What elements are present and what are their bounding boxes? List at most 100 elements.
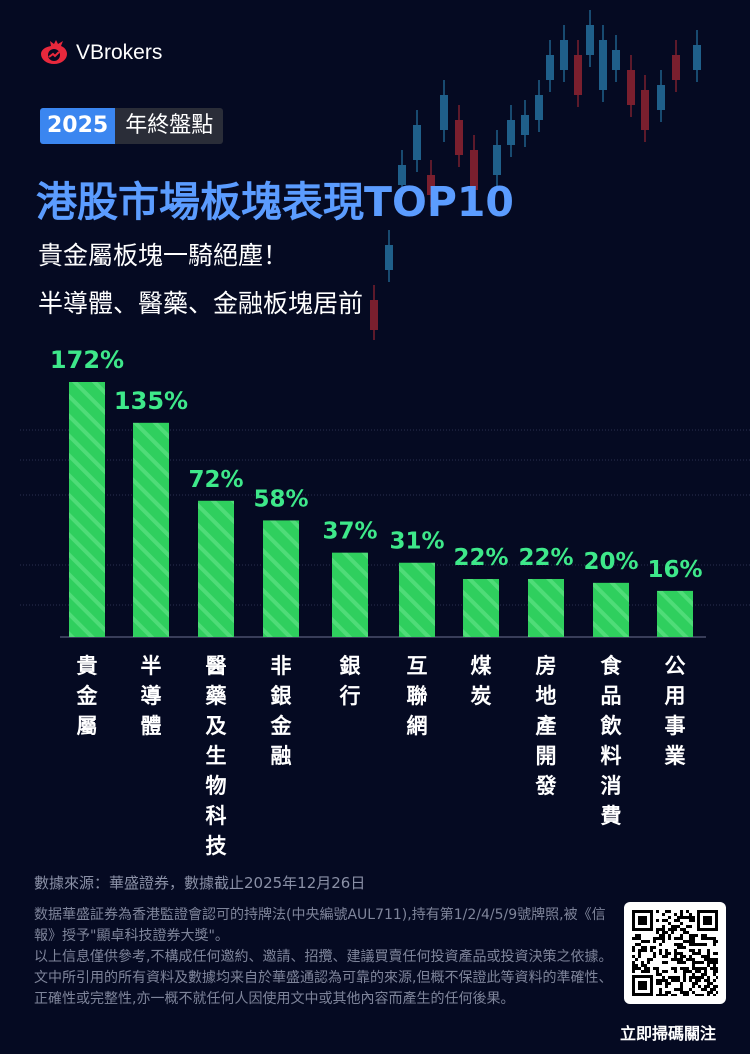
category-label: 行 bbox=[339, 684, 361, 708]
category-label: 屬 bbox=[77, 714, 98, 738]
badge-text: 年終盤點 bbox=[115, 108, 224, 144]
bar bbox=[528, 578, 564, 637]
candle-body bbox=[427, 175, 435, 195]
disclaimer-para-1: 数据華盛証券為香港監證會認可的持牌法(中央編號AUL711),持有第1/2/4/… bbox=[34, 907, 606, 944]
bar bbox=[657, 590, 693, 637]
candle-body bbox=[398, 165, 406, 185]
category-label: 業 bbox=[665, 744, 687, 768]
qr-code-image bbox=[632, 910, 719, 997]
brand-name: VBrokers bbox=[76, 41, 163, 64]
data-source: 數據來源：華盛證券，數據截止2025年12月26日 bbox=[34, 874, 366, 892]
candle-body bbox=[535, 95, 543, 120]
bar bbox=[593, 582, 629, 637]
candle-body bbox=[627, 70, 635, 105]
category-label: 品 bbox=[601, 684, 622, 708]
category-label: 生 bbox=[206, 744, 227, 768]
category-label: 技 bbox=[206, 834, 228, 858]
bar bbox=[399, 562, 435, 637]
candlestick-background bbox=[370, 10, 701, 340]
candle-body bbox=[370, 300, 378, 330]
category-label: 銀 bbox=[271, 684, 292, 708]
bar-value-label: 22% bbox=[518, 545, 573, 571]
year-badge: 2025 年終盤點 bbox=[40, 108, 224, 144]
category-label: 銀 bbox=[340, 654, 361, 678]
candle-body bbox=[470, 150, 478, 190]
bar-value-label: 20% bbox=[583, 549, 638, 575]
bar-value-label: 37% bbox=[322, 519, 377, 545]
category-label: 料 bbox=[601, 744, 622, 768]
category-label: 互 bbox=[407, 654, 428, 678]
category-label: 及 bbox=[206, 714, 228, 738]
bar-chart: 172%貴金屬135%半導體72%醫藥及生物科技58%非銀金融37%銀行31%互… bbox=[20, 346, 750, 858]
candle-body bbox=[693, 45, 701, 70]
category-label: 事 bbox=[665, 714, 686, 738]
category-label: 物 bbox=[206, 774, 227, 798]
disclaimer: 数据華盛証券為香港監證會認可的持牌法(中央編號AUL711),持有第1/2/4/… bbox=[34, 905, 614, 1010]
bar bbox=[198, 500, 234, 637]
category-label: 科 bbox=[206, 804, 227, 828]
bar bbox=[69, 382, 105, 637]
candle-body bbox=[455, 120, 463, 155]
category-label: 金 bbox=[76, 684, 99, 708]
candle-body bbox=[612, 50, 620, 70]
qr-caption: 立即掃碼關注 bbox=[620, 1024, 717, 1043]
category-label: 貴 bbox=[77, 654, 98, 678]
category-label: 食 bbox=[601, 654, 623, 678]
bar bbox=[263, 520, 299, 637]
category-label: 金 bbox=[270, 714, 293, 738]
category-label: 地 bbox=[536, 684, 557, 708]
category-label: 藥 bbox=[205, 684, 228, 708]
category-label: 炭 bbox=[471, 684, 492, 708]
qr-code[interactable] bbox=[624, 902, 726, 1004]
category-label: 費 bbox=[601, 804, 622, 828]
category-label: 飲 bbox=[600, 714, 623, 738]
page-title: 港股市場板塊表現TOP10 bbox=[36, 178, 514, 226]
category-label: 醫 bbox=[206, 654, 227, 678]
category-label: 產 bbox=[536, 714, 557, 738]
candle-body bbox=[672, 55, 680, 80]
category-label: 導 bbox=[141, 684, 162, 708]
category-label: 半 bbox=[141, 654, 162, 678]
candle-body bbox=[641, 90, 649, 130]
bar-value-label: 22% bbox=[453, 545, 508, 571]
category-label: 體 bbox=[141, 714, 162, 738]
candle-body bbox=[521, 115, 529, 135]
category-label: 非 bbox=[271, 654, 292, 678]
bar-value-label: 72% bbox=[188, 467, 243, 493]
category-label: 網 bbox=[407, 714, 428, 738]
bar bbox=[463, 578, 499, 637]
badge-year: 2025 bbox=[40, 108, 116, 144]
disclaimer-para-2: 以上信息僅供參考,不構成任何邀約、邀請、招攬、建議買賣任何投資產品或投資決策之依… bbox=[34, 949, 613, 1007]
subtitle-line-1: 貴金屬板塊一騎絕塵！ bbox=[38, 241, 289, 270]
bar-value-label: 135% bbox=[114, 387, 188, 415]
subtitle-line-2: 半導體、醫藥、金融板塊居前 bbox=[38, 289, 364, 318]
brand-logo: VBrokers bbox=[38, 40, 162, 66]
bar-value-label: 172% bbox=[50, 346, 124, 374]
bar-value-label: 31% bbox=[389, 529, 444, 555]
candle-body bbox=[440, 95, 448, 130]
bar-value-label: 16% bbox=[647, 557, 702, 583]
candle-body bbox=[599, 40, 607, 90]
category-label: 開 bbox=[536, 744, 557, 768]
category-label: 用 bbox=[665, 684, 686, 708]
category-label: 煤 bbox=[471, 654, 492, 678]
candle-body bbox=[586, 25, 594, 55]
candle-body bbox=[413, 125, 421, 160]
category-label: 房 bbox=[536, 654, 557, 678]
candle-body bbox=[574, 55, 582, 95]
category-label: 消 bbox=[601, 774, 622, 798]
logo-icon bbox=[41, 40, 67, 64]
bar bbox=[332, 552, 368, 637]
candle-body bbox=[546, 55, 554, 80]
category-label: 發 bbox=[535, 774, 557, 798]
category-label: 聯 bbox=[407, 684, 428, 708]
candle-body bbox=[657, 85, 665, 110]
candle-body bbox=[507, 120, 515, 145]
bar-value-label: 58% bbox=[253, 486, 308, 512]
category-label: 融 bbox=[271, 744, 292, 768]
category-label: 公 bbox=[665, 654, 686, 678]
candle-body bbox=[385, 245, 393, 270]
candle-body bbox=[560, 40, 568, 70]
bar bbox=[133, 422, 169, 637]
candle-body bbox=[493, 145, 501, 175]
